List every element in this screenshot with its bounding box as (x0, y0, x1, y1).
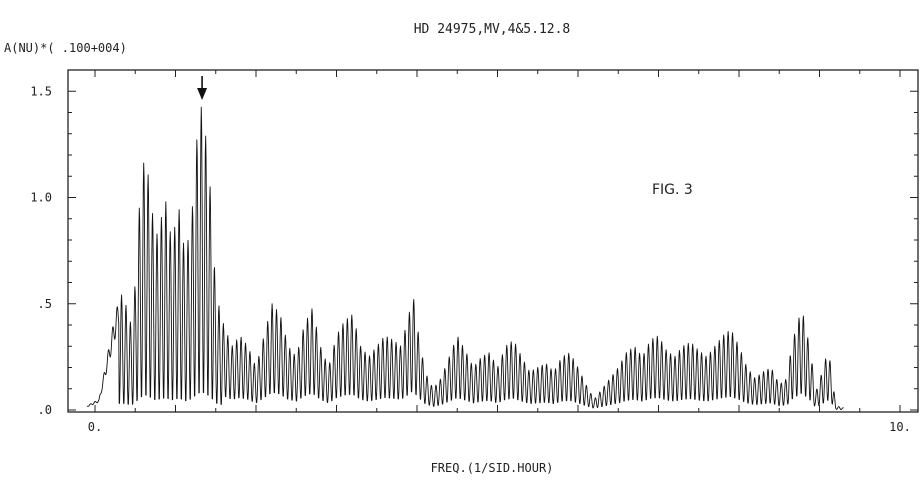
y-tick-label: 1.5 (30, 84, 52, 98)
peak-marker (197, 76, 208, 100)
figure-annotation: FIG. 3 (652, 182, 693, 198)
y-tick-label: 1.0 (30, 191, 52, 205)
plot-frame (67, 69, 919, 413)
x-tick-label: 0. (88, 420, 102, 434)
series-layer (86, 106, 844, 410)
y-axis-label: A(NU)*( .100+004) (4, 41, 127, 55)
series-line (86, 106, 844, 410)
y-tick-label: .5 (38, 297, 52, 311)
arrow-down-icon (197, 88, 208, 100)
x-axis-ticks: 0. 10. (88, 70, 911, 434)
x-axis-label: FREQ.(1/SID.HOUR) (431, 461, 554, 475)
x-tick-label: 10. (889, 420, 911, 434)
y-axis-ticks: .0 .5 1.0 1.5 (30, 69, 918, 417)
y-tick-label: .0 (38, 403, 52, 417)
chart-title: HD 24975,MV,4&5.12.8 (414, 22, 571, 37)
